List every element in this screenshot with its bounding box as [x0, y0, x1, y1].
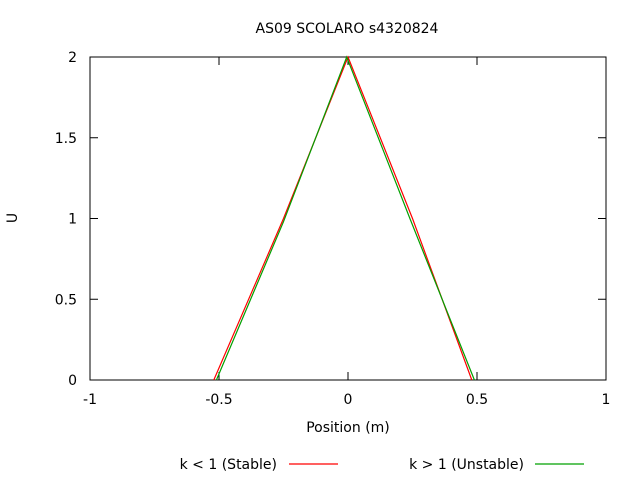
x-tick-label: 1 — [602, 392, 611, 408]
x-tick-label: 0 — [344, 392, 353, 408]
x-tick-label: 0.5 — [466, 392, 488, 408]
plot-area-frame — [89, 56, 607, 381]
y-tick-label: 2 — [68, 50, 77, 66]
y-tick-label: 1.5 — [55, 131, 77, 147]
series-lines — [213, 55, 475, 381]
x-axis-title: Position (m) — [306, 420, 390, 436]
x-tick-labels: -1 -0.5 0 0.5 1 — [83, 392, 610, 408]
y-tick-labels: 0 0.5 1 1.5 2 — [55, 50, 77, 389]
x-tick-label: -1 — [83, 392, 97, 408]
legend-label: k < 1 (Stable) — [180, 457, 277, 473]
legend: k < 1 (Stable) k > 1 (Unstable) — [180, 457, 584, 473]
series-line-0 — [213, 55, 473, 381]
axis-ticks — [89, 56, 607, 381]
chart-title: AS09 SCOLARO s4320824 — [256, 21, 439, 37]
series-line-1 — [215, 55, 475, 381]
y-tick-label: 0 — [68, 373, 77, 389]
y-tick-label: 1 — [68, 212, 77, 228]
legend-label: k > 1 (Unstable) — [409, 457, 524, 473]
y-axis-title: U — [5, 213, 21, 223]
y-tick-label: 0.5 — [55, 292, 77, 308]
x-tick-label: -0.5 — [205, 392, 232, 408]
